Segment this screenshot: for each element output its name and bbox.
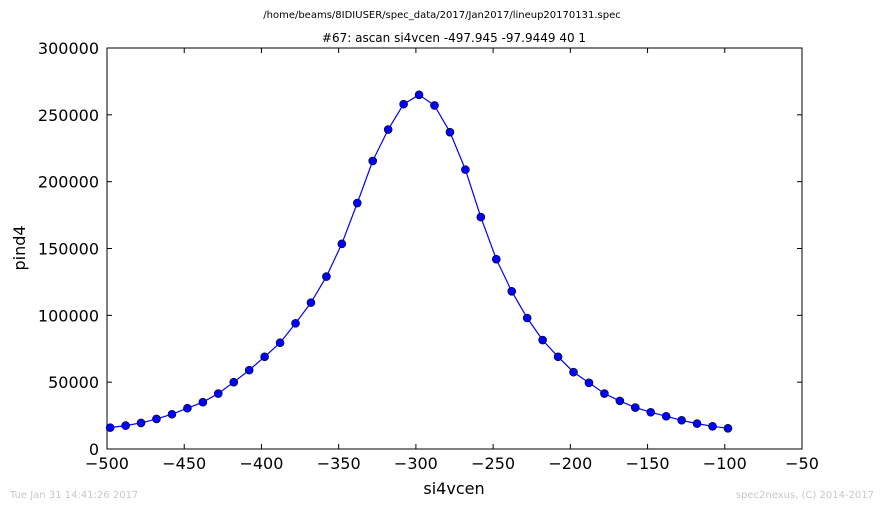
data-point: [569, 367, 578, 377]
data-point: [152, 414, 161, 424]
y-tick-label: 50000: [48, 373, 99, 392]
data-point: [538, 335, 547, 345]
y-axis-label: pind4: [10, 225, 29, 270]
x-tick-label: −100: [703, 454, 747, 473]
chart-supertitle: /home/beams/8IDIUSER/spec_data/2017/Jan2…: [263, 10, 620, 21]
y-tick-label: 200000: [38, 173, 99, 192]
data-point: [430, 101, 439, 110]
data-point: [322, 272, 331, 281]
data-point: [708, 421, 717, 431]
data-point: [121, 421, 130, 430]
y-tick-label: 150000: [38, 240, 99, 259]
data-point: [630, 403, 640, 412]
x-axis: −500 −450 −400 −350 −300 −250 −200 −150 −100 −50: [85, 48, 819, 473]
data-point: [491, 254, 501, 264]
data-point: [723, 423, 733, 433]
chart-title: #67: ascan si4vcen -497.945 -97.9449 40 …: [322, 31, 586, 45]
data-point: [368, 156, 378, 166]
data-point: [229, 377, 239, 387]
series-line: [110, 94, 729, 429]
x-tick-label: −250: [471, 454, 515, 473]
data-point: [414, 90, 424, 100]
data-point: [167, 409, 177, 419]
plot-area: [106, 47, 803, 450]
data-point: [522, 313, 532, 323]
x-tick-label: −500: [85, 454, 129, 473]
data-point: [105, 423, 115, 432]
data-point: [677, 415, 686, 425]
footer-credit: spec2nexus, (C) 2014-2017: [735, 490, 874, 501]
data-point: [183, 403, 192, 413]
x-tick-label: −200: [548, 454, 592, 473]
x-tick-label: −50: [785, 454, 819, 473]
data-point: [383, 125, 393, 134]
data-point: [136, 418, 146, 428]
x-tick-label: −400: [239, 454, 283, 473]
data-point: [584, 378, 594, 388]
data-point: [646, 407, 656, 417]
data-point: [507, 286, 517, 296]
data-point: [260, 352, 269, 362]
data-point: [553, 352, 563, 362]
x-tick-label: −150: [626, 454, 670, 473]
data-point: [661, 411, 671, 421]
y-tick-label: 300000: [38, 39, 99, 58]
data-point: [198, 397, 208, 407]
x-tick-label: −450: [162, 454, 206, 473]
data-point: [275, 338, 285, 348]
x-tick-label: −350: [317, 454, 361, 473]
data-point: [600, 389, 609, 398]
y-tick-label: 250000: [38, 106, 99, 125]
data-point: [244, 365, 254, 375]
data-point: [337, 239, 347, 249]
data-point: [352, 198, 362, 208]
y-tick-label: 0: [89, 440, 99, 459]
data-point: [461, 165, 470, 174]
data-point: [291, 319, 300, 328]
x-tick-label: −300: [394, 454, 438, 473]
data-point: [213, 389, 223, 398]
data-point: [445, 127, 455, 137]
data-point: [692, 419, 702, 428]
data-point: [615, 396, 625, 406]
data-point: [399, 99, 408, 109]
data-points: [105, 90, 733, 433]
footer-timestamp: Tue Jan 31 14:41:26 2017: [10, 490, 139, 501]
data-point: [476, 212, 486, 222]
data-point: [306, 298, 316, 307]
x-axis-label: si4vcen: [423, 479, 484, 498]
y-tick-label: 100000: [38, 306, 99, 325]
y-axis: 0 50000 100000 150000 200000 250000 300000: [38, 39, 802, 459]
